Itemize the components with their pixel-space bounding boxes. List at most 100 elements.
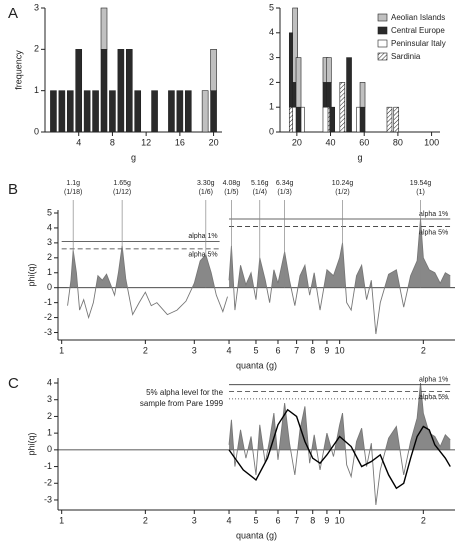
bar-segment xyxy=(75,49,83,133)
bar-segment xyxy=(168,90,175,133)
panel-label: C xyxy=(8,375,19,392)
annotation-label: 10.24g xyxy=(332,180,354,187)
x-tick-label: 3 xyxy=(192,345,197,355)
x-tick-label: 3 xyxy=(192,515,197,525)
y-tick-label: 4 xyxy=(47,222,52,232)
y-tick-label: 3 xyxy=(269,52,274,62)
x-tick-label: 40 xyxy=(326,137,336,147)
y-tick-label: 4 xyxy=(47,377,52,387)
annotation-label: 6.34g xyxy=(276,180,294,187)
y-tick-label: 2 xyxy=(269,77,274,87)
bar-segment xyxy=(339,82,346,133)
legend-label: Sardinia xyxy=(391,52,421,61)
annotation-sublabel: (1/18) xyxy=(64,189,82,196)
bar-segment xyxy=(329,106,336,133)
line xyxy=(67,218,451,335)
annotation-label: 1.65g xyxy=(113,180,131,187)
reference-label: alpha 1% xyxy=(419,211,448,218)
bar-segment xyxy=(359,106,366,133)
bar-segment xyxy=(58,90,66,133)
bar-segment xyxy=(326,82,332,108)
bar-segment xyxy=(326,57,332,83)
annotation-label: 5.16g xyxy=(251,180,269,187)
bar-segment xyxy=(210,90,217,133)
x-tick-label: 8 xyxy=(310,345,315,355)
x-tick-label: 5 xyxy=(253,515,258,525)
x-tick-label: 2 xyxy=(421,515,426,525)
x-tick-label: 4 xyxy=(76,137,81,147)
x-tick-label: 8 xyxy=(110,137,115,147)
bar-segment xyxy=(92,90,99,133)
y-tick-label: 5 xyxy=(269,2,274,12)
legend-swatch xyxy=(377,26,388,35)
x-tick-label: 9 xyxy=(324,345,329,355)
bar-segment xyxy=(322,106,329,133)
x-axis-label: quanta (g) xyxy=(236,360,277,370)
bar-segment xyxy=(359,82,366,108)
x-tick-label: 4 xyxy=(227,345,232,355)
y-axis-label: frequency xyxy=(13,50,23,90)
y-tick-label: -3 xyxy=(44,494,52,504)
y-tick-label: 1 xyxy=(47,428,52,438)
y-tick-label: 2 xyxy=(34,44,39,54)
y-tick-label: -1 xyxy=(44,297,52,307)
x-tick-label: 80 xyxy=(393,137,403,147)
y-tick-label: 0 xyxy=(47,444,52,454)
x-tick-label: 7 xyxy=(294,515,299,525)
y-tick-label: 3 xyxy=(47,394,52,404)
bar-segment xyxy=(210,49,217,91)
y-tick-label: -3 xyxy=(44,327,52,337)
annotation-sublabel: (1/5) xyxy=(224,189,238,196)
y-axis-label: phi(q) xyxy=(26,432,36,455)
annotation-sublabel: (1/2) xyxy=(335,189,349,196)
x-tick-label: 20 xyxy=(209,137,219,147)
legend-swatch xyxy=(377,13,388,22)
legend-label: Aeolian Islands xyxy=(391,13,445,22)
bar-segment xyxy=(83,90,91,133)
panel-label: B xyxy=(8,181,18,198)
legend-label: Central Europe xyxy=(391,26,445,35)
x-tick-label: 4 xyxy=(227,515,232,525)
line xyxy=(228,408,451,490)
bar-segment xyxy=(50,90,57,133)
y-tick-label: 1 xyxy=(269,102,274,112)
x-tick-label: 12 xyxy=(141,137,151,147)
y-tick-label: 2 xyxy=(47,411,52,421)
x-tick-label: 2 xyxy=(143,515,148,525)
bar-segment xyxy=(100,49,108,133)
bar-segment xyxy=(109,90,116,133)
bar-segment xyxy=(386,106,393,133)
x-tick-label: 10 xyxy=(335,345,345,355)
y-tick-label: 1 xyxy=(47,267,52,277)
x-tick-label: 60 xyxy=(359,137,369,147)
y-tick-label: 2 xyxy=(47,252,52,262)
reference-label: alpha 1% xyxy=(188,233,217,240)
x-tick-label: 9 xyxy=(324,515,329,525)
bar-segment xyxy=(117,49,125,133)
annotation-sublabel: (1/4) xyxy=(253,189,267,196)
y-tick-label: 5 xyxy=(47,207,52,217)
annotation-sublabel: (1/3) xyxy=(277,189,291,196)
y-tick-label: 3 xyxy=(34,2,39,12)
bar-segment xyxy=(184,90,192,133)
legend-label: Peninsular Italy xyxy=(391,39,446,48)
x-tick-label: 100 xyxy=(424,137,439,147)
legend-box xyxy=(374,10,474,66)
bar-segment xyxy=(292,7,298,83)
bar-segment xyxy=(134,90,142,133)
bar-segment xyxy=(125,49,133,133)
reference-label: alpha 5% xyxy=(419,394,448,401)
y-tick-label: 4 xyxy=(269,27,274,37)
x-tick-label: 6 xyxy=(275,515,280,525)
x-axis-label: g xyxy=(357,152,362,162)
bar-segment xyxy=(295,106,302,133)
x-axis-label: quanta (g) xyxy=(236,530,277,540)
x-tick-label: 16 xyxy=(175,137,185,147)
area xyxy=(67,218,451,288)
legend-swatch xyxy=(377,52,388,61)
x-tick-label: 8 xyxy=(310,515,315,525)
y-tick-label: 0 xyxy=(34,126,39,136)
annotation-sublabel: (1) xyxy=(416,189,425,196)
